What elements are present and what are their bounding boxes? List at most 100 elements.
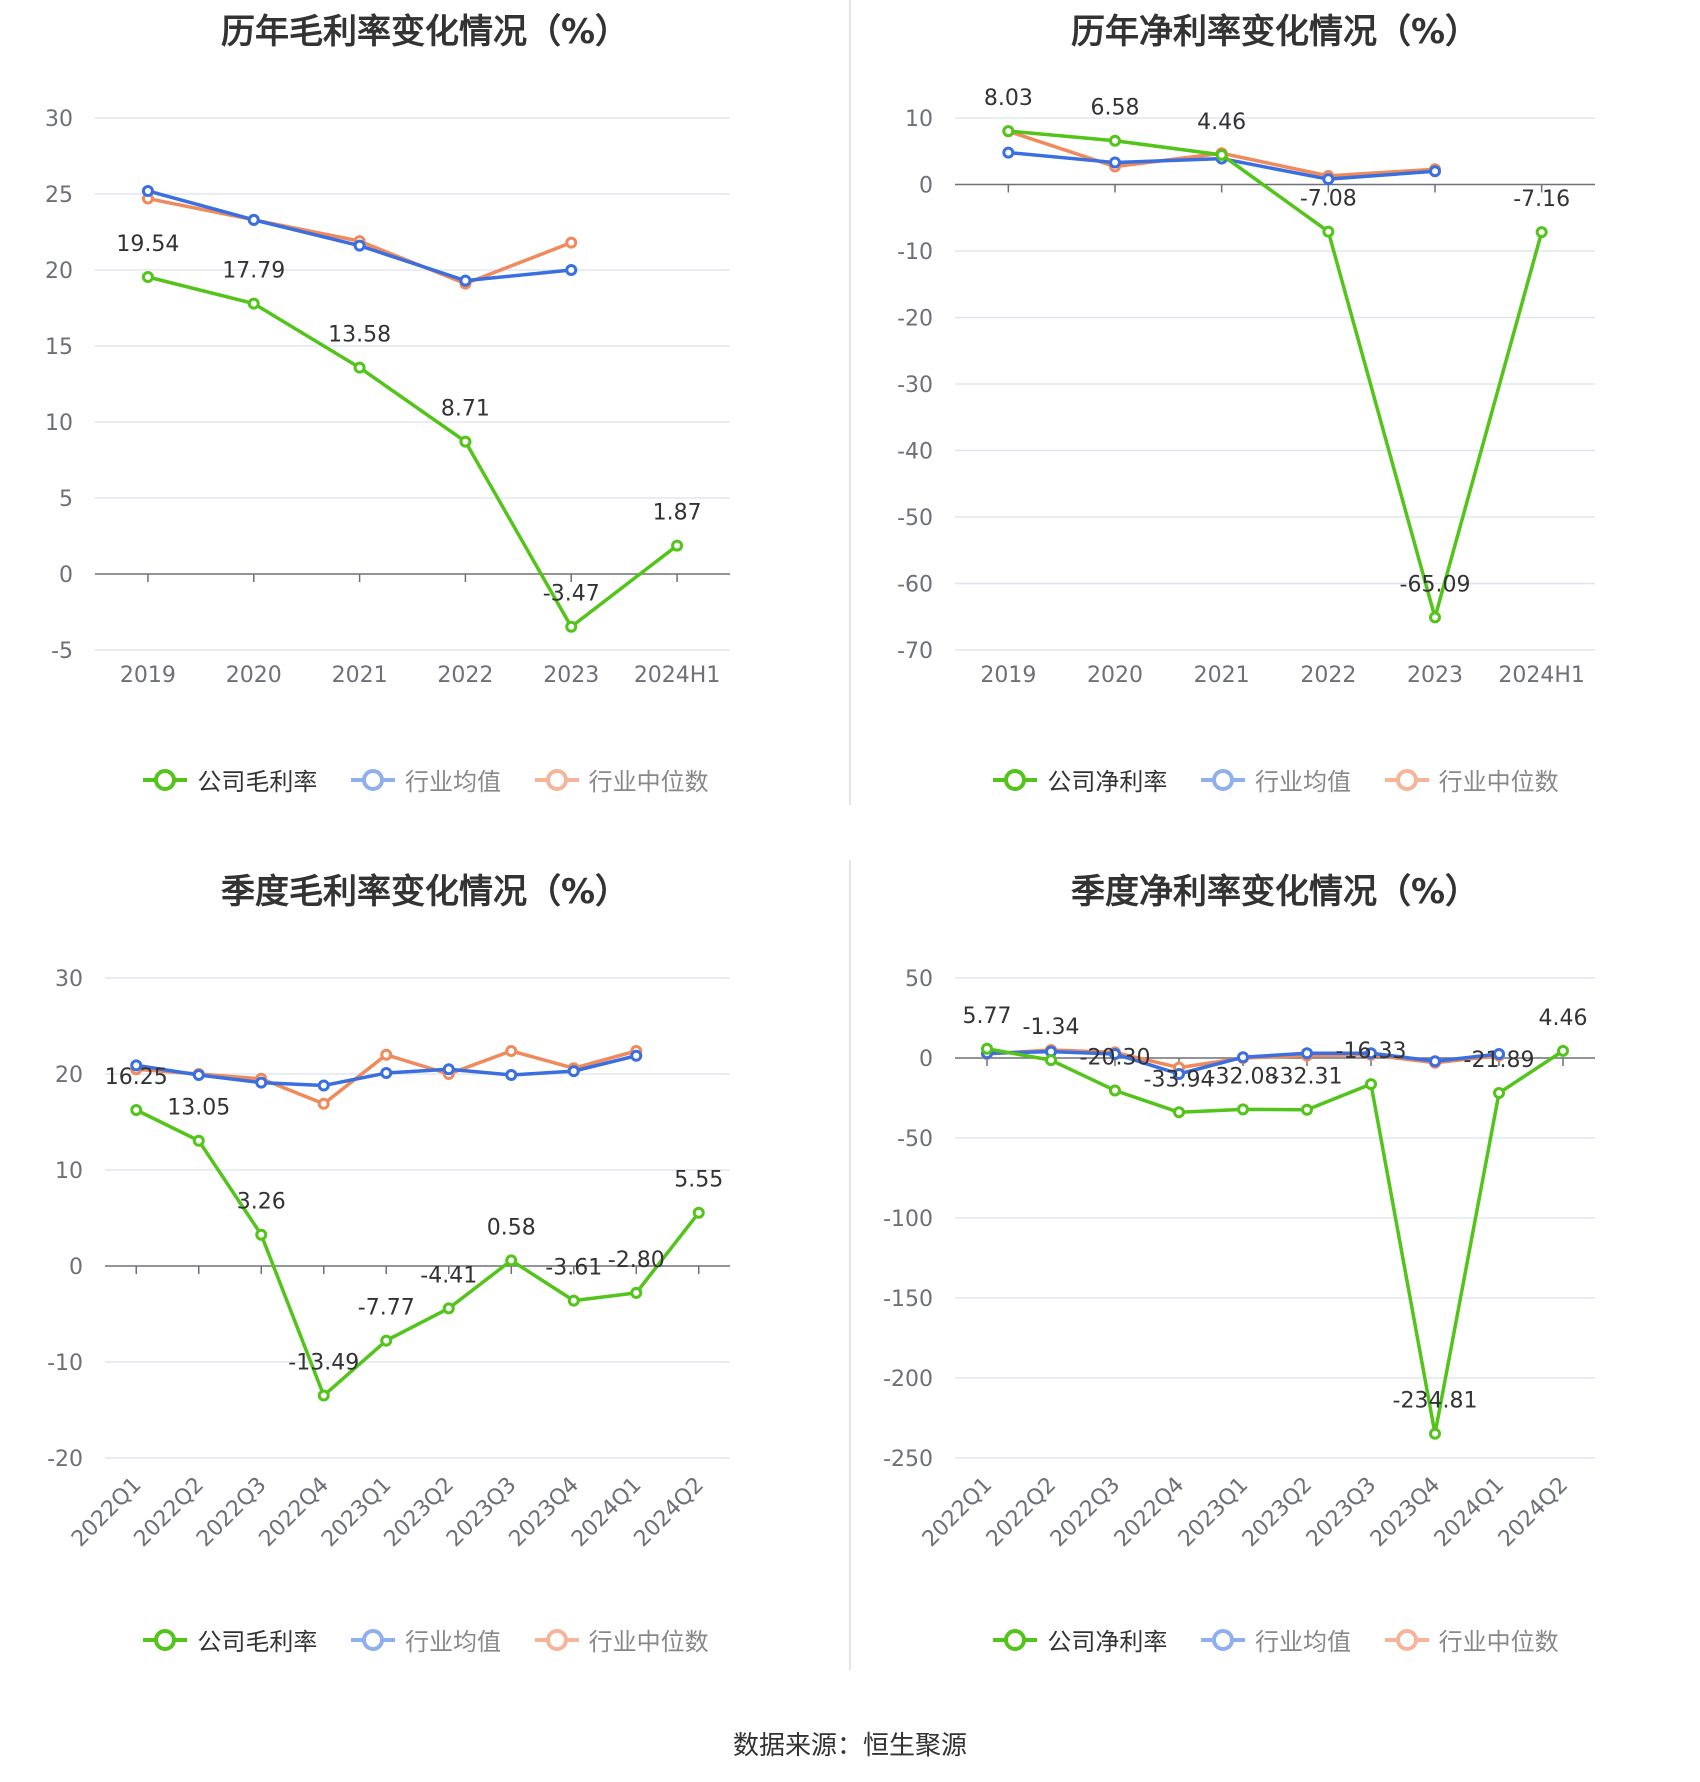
point-company <box>1109 134 1121 147</box>
legend-item-median[interactable]: 行业中位数 <box>1383 762 1559 797</box>
legend-label: 公司净利率 <box>1047 1628 1168 1656</box>
chart-title: 季度净利率变化情况（%） <box>1070 872 1480 912</box>
data-label: -7.08 <box>1300 187 1357 212</box>
point-avg <box>192 1068 205 1081</box>
x-tick-label: 2022 <box>437 663 493 688</box>
x-tick-label: 2020 <box>1087 663 1143 688</box>
point-avg <box>567 1065 580 1078</box>
point-avg <box>1237 1051 1249 1064</box>
circle-line-icon <box>1384 768 1429 791</box>
point-avg <box>130 1059 143 1072</box>
point-avg <box>141 184 154 197</box>
annual-gross-margin-chart: -5 0 5 10 15 20 25 30 2019 2020 2021 2022 2023 2024H1… <box>45 107 730 688</box>
data-label: 13.05 <box>167 1096 230 1121</box>
point-avg <box>459 274 472 287</box>
point-company <box>567 1294 580 1307</box>
point-avg <box>1365 1047 1377 1060</box>
circle-line-icon <box>143 768 188 791</box>
data-label: -21.89 <box>1464 1048 1535 1073</box>
data-label: -16.33 <box>1336 1039 1407 1064</box>
point-company <box>565 620 578 633</box>
point-avg <box>1109 156 1121 169</box>
x-tick-label: 2022Q2 <box>982 1473 1061 1552</box>
point-median <box>380 1048 393 1061</box>
x-tick-label: 2019 <box>120 663 176 688</box>
circle-line-icon <box>993 768 1038 791</box>
legend-label: 行业均值 <box>1255 768 1351 796</box>
x-tick-label: 2024Q1 <box>1430 1473 1509 1552</box>
point-company <box>317 1389 330 1402</box>
data-label: -32.31 <box>1272 1065 1343 1090</box>
y-tick-label: 30 <box>45 107 73 132</box>
legend-item-median[interactable]: 行业中位数 <box>533 762 709 797</box>
point-company <box>192 1134 205 1147</box>
x-tick-label: 2021 <box>332 663 388 688</box>
legend: 公司毛利率 行业均值 行业中位数 <box>0 1622 850 1658</box>
legend-item-median[interactable]: 行业中位数 <box>1383 1622 1559 1657</box>
y-tick-label: 0 <box>59 563 73 588</box>
point-company <box>1215 148 1228 161</box>
point-avg <box>1301 1047 1313 1060</box>
x-tick-label: 2023Q4 <box>1366 1473 1445 1552</box>
x-tick-label: 2019 <box>980 663 1036 688</box>
data-label: -13.49 <box>288 1351 359 1376</box>
legend-label: 行业均值 <box>405 1628 501 1656</box>
circle-line-icon <box>1201 1628 1245 1651</box>
x-tick-label: 2023Q2 <box>1238 1473 1317 1552</box>
legend-item-avg[interactable]: 行业均值 <box>349 1622 501 1657</box>
y-tick-label: 10 <box>905 107 933 132</box>
legend-item-avg[interactable]: 行业均值 <box>349 762 501 797</box>
point-company <box>671 539 684 552</box>
y-tick-label: -70 <box>897 639 933 664</box>
data-label: 16.25 <box>105 1065 168 1090</box>
point-avg <box>353 239 366 252</box>
y-tick-label: 50 <box>905 967 933 992</box>
legend-item-company[interactable]: 公司净利率 <box>991 1622 1167 1657</box>
point-company <box>1045 1054 1057 1067</box>
point-company <box>1322 225 1335 238</box>
point-company <box>255 1228 268 1241</box>
point-avg <box>1109 1048 1121 1060</box>
point-company <box>1493 1087 1505 1100</box>
x-tick-label: 2023 <box>1407 663 1463 688</box>
point-avg <box>1173 1068 1185 1080</box>
x-tick-label: 2022 <box>1300 663 1356 688</box>
y-tick-label: 10 <box>55 1159 83 1184</box>
y-tick-label: -200 <box>883 1367 933 1392</box>
legend-label: 行业均值 <box>405 768 501 796</box>
data-label: -65.09 <box>1400 572 1471 597</box>
data-label: 0.58 <box>487 1215 536 1240</box>
x-tick-label: 2023Q3 <box>1302 1473 1381 1552</box>
series-line-company <box>1008 129 1544 620</box>
legend-item-company[interactable]: 公司毛利率 <box>141 1622 317 1657</box>
y-tick-label: 0 <box>919 174 933 199</box>
point-median <box>505 1044 518 1057</box>
legend-label: 公司毛利率 <box>197 768 318 796</box>
point-avg <box>317 1079 330 1092</box>
point-company <box>1237 1103 1249 1116</box>
legend-item-avg[interactable]: 行业均值 <box>1199 1622 1351 1657</box>
data-label: -33.94 <box>1144 1067 1215 1092</box>
legend-label: 行业均值 <box>1255 1628 1351 1656</box>
data-label: 4.46 <box>1197 110 1246 135</box>
y-tick-label: 10 <box>45 411 73 436</box>
legend-item-median[interactable]: 行业中位数 <box>533 1622 709 1657</box>
legend-item-company[interactable]: 公司净利率 <box>991 762 1167 797</box>
circle-line-icon <box>351 1628 395 1651</box>
annual-net-margin-panel: 历年净利率变化情况（%） -70 -60 -50 -40 -30 -20 -10 0 10 201… <box>850 0 1700 800</box>
data-label: 8.03 <box>984 86 1033 111</box>
legend-item-company[interactable]: 公司毛利率 <box>141 762 317 797</box>
y-tick-label: -10 <box>897 240 933 265</box>
x-tick-label: 2021 <box>1194 663 1250 688</box>
point-company <box>1557 1044 1569 1057</box>
legend-label: 行业中位数 <box>588 768 709 796</box>
y-tick-label: -50 <box>897 506 933 531</box>
data-label: 19.54 <box>116 232 179 257</box>
point-company <box>459 435 472 448</box>
x-tick-label: 2024Q2 <box>630 1473 709 1552</box>
data-label: 1.87 <box>653 501 702 526</box>
y-tick-label: 0 <box>69 1255 83 1280</box>
x-tick-label: 2022Q3 <box>1046 1473 1125 1552</box>
legend-item-avg[interactable]: 行业均值 <box>1199 762 1351 797</box>
point-company <box>630 1286 643 1299</box>
